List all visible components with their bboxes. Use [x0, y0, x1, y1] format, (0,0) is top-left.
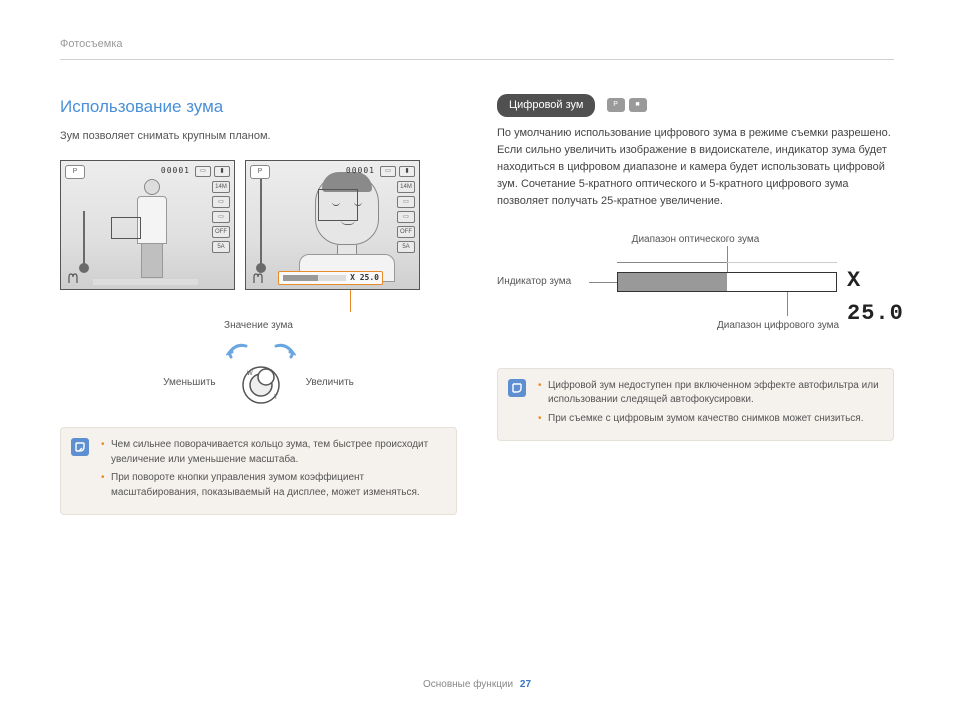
osd-icon: ▭ [212, 196, 230, 208]
stabilizer-icon [65, 269, 81, 285]
optical-range-label: Диапазон оптического зума [632, 232, 760, 247]
intro-text: Зум позволяет снимать крупным планом. [60, 128, 457, 145]
zoom-ring-icon: W T [234, 355, 288, 409]
zoom-value-callout: Значение зума [60, 318, 457, 333]
note-item: При повороте кнопки управления зумом коэ… [101, 471, 444, 500]
page-body: Использование зума Зум позволяет снимать… [0, 0, 954, 515]
zoom-ring-diagram: Уменьшить W T Увеличить [60, 355, 457, 409]
battery-icon: ▮ [399, 166, 415, 177]
note-box-left: Чем сильнее поворачивается кольцо зума, … [60, 427, 457, 515]
page-number: 27 [520, 679, 531, 690]
osd-icon: 5A [212, 241, 230, 253]
stabilizer-icon [250, 269, 266, 285]
svg-text:W: W [247, 371, 253, 377]
osd-right-icons: 14M ▭ ▭ OFF 5A [212, 181, 230, 253]
breadcrumb-text: Фотосъемка [60, 38, 123, 50]
mode-video-icon: ■ [629, 98, 647, 112]
osd-icon: OFF [212, 226, 230, 238]
battery-icon: ▮ [214, 166, 230, 177]
indicator-label: Индикатор зума [497, 274, 571, 289]
digital-range-label: Диапазон цифрового зума [717, 318, 839, 333]
zoom-value: X 25.0 [350, 272, 382, 284]
frame-counter: 00001 [346, 165, 375, 177]
digital-zoom-pill: Цифровой зум [497, 94, 595, 117]
preview-zoomed: P 00001 ▭ ▮ 14M ▭ ▭ OFF 5A [245, 160, 420, 290]
decrease-label: Уменьшить [163, 375, 215, 390]
mode-icons: P ■ [607, 98, 647, 112]
note-box-right: Цифровой зум недоступен при включенном э… [497, 368, 894, 442]
preview-wide: P 00001 ▭ ▮ 14M ▭ ▭ OFF 5A [60, 160, 235, 290]
osd-icon: ▭ [212, 211, 230, 223]
mode-badge-icon: P [65, 165, 85, 179]
zoom-bar: X 25.0 [278, 271, 383, 285]
mode-badge-icon: P [250, 165, 270, 179]
subsection-header: Цифровой зум P ■ [497, 94, 894, 117]
footer-section: Основные функции [423, 679, 513, 690]
memory-icon: ▭ [380, 166, 396, 177]
osd-right-icons: 14M ▭ ▭ OFF 5A [397, 181, 415, 253]
body-text: По умолчанию использование цифрового зум… [497, 125, 894, 210]
left-column: Использование зума Зум позволяет снимать… [60, 54, 457, 515]
zoom-range-bar [617, 272, 837, 292]
increase-label: Увеличить [306, 375, 354, 390]
memory-icon: ▭ [195, 166, 211, 177]
zoom-range-diagram: Диапазон оптического зума Индикатор зума… [497, 232, 894, 352]
breadcrumb: Фотосъемка [60, 36, 894, 60]
page-footer: Основные функции 27 [0, 677, 954, 692]
resolution-icon: 14M [212, 181, 230, 193]
resolution-icon: 14M [397, 181, 415, 193]
note-icon [71, 438, 89, 456]
mode-p-icon: P [607, 98, 625, 112]
note-item: При съемке с цифровым зумом качество сни… [538, 412, 881, 427]
section-title: Использование зума [60, 94, 457, 120]
zoom-max-value: X 25.0 [847, 264, 904, 330]
svg-text:T: T [274, 395, 278, 401]
note-icon [508, 379, 526, 397]
right-column: Цифровой зум P ■ По умолчанию использова… [497, 54, 894, 515]
frame-counter: 00001 [161, 165, 190, 177]
note-item: Чем сильнее поворачивается кольцо зума, … [101, 438, 444, 467]
camera-previews: P 00001 ▭ ▮ 14M ▭ ▭ OFF 5A [60, 160, 457, 290]
note-item: Цифровой зум недоступен при включенном э… [538, 379, 881, 408]
